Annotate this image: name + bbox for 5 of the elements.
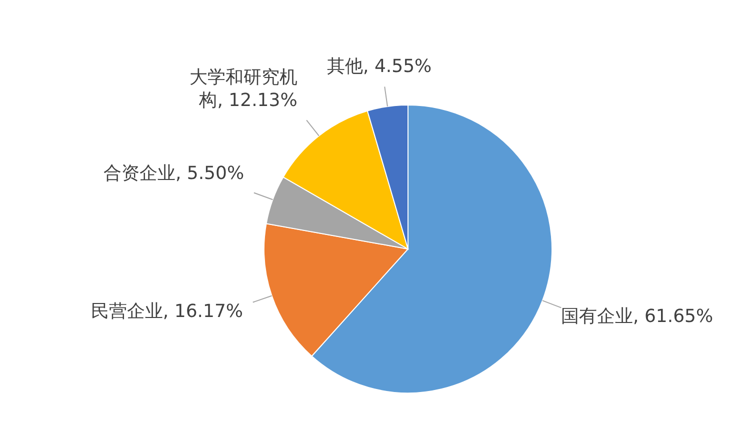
slice-label: 合资企业, 5.50% (103, 163, 244, 184)
slice-label: 国有企业, 61.65% (561, 306, 714, 328)
slice-label: 其他, 4.55% (327, 56, 432, 77)
slice-label: 大学和研究机构, 12.13% (189, 66, 298, 111)
slice-label: 民营企业, 16.17% (90, 300, 243, 322)
